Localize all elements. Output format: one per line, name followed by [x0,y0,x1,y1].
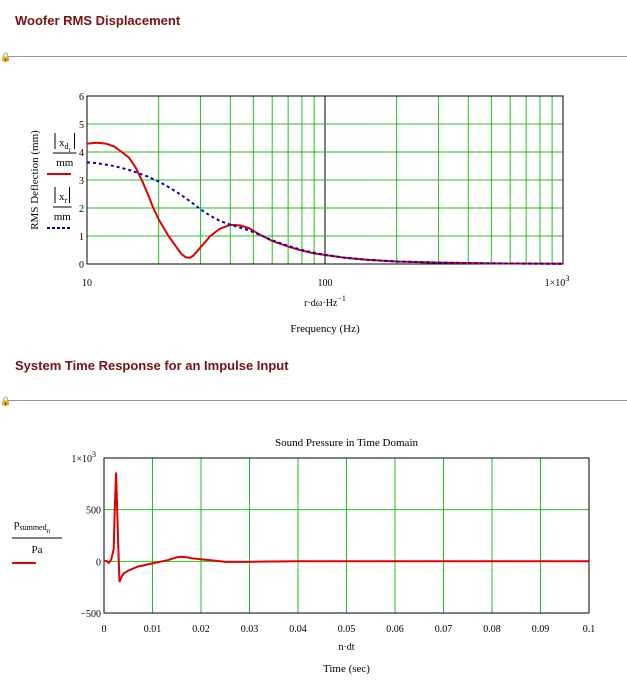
region-divider [8,400,627,401]
chart1-ytick-label: 2 [79,204,84,215]
chart1-legend-1-numerator: xdr [59,137,72,154]
chart1-ytick-label: 5 [79,120,84,131]
chart2-ytick-label: 1×103 [71,450,96,465]
chart1-xtick-label: 10 [82,278,92,289]
chart2-xlabel-expr: n·dt [338,642,354,653]
chart1-series-1-line [86,141,564,265]
chart1-legend-2-numerator: xr [59,191,68,205]
chart2-ytick-label: −500 [80,609,101,620]
chart2-title: Sound Pressure in Time Domain [275,437,419,449]
chart1-legend-1-denominator: mm [56,157,74,169]
chart1-xtick-label: 100 [318,278,333,289]
chart1-xlabel-expr: r·dω·Hz−1 [304,294,346,309]
chart2-ytick-label: 500 [86,506,101,517]
chart1-legend-2-denominator: mm [54,211,72,223]
chart2-xtick-label: 0 [102,624,107,635]
chart1-ylabel: RMS Deflection (mm) [29,130,41,230]
chart2-xtick-label: 0.01 [144,624,162,635]
chart1-ytick-label: 4 [79,148,84,159]
chart1-ytick-label: 6 [79,92,84,103]
chart2-series-1-line [103,472,589,583]
chart2-xtick-label: 0.07 [435,624,453,635]
region-divider [8,56,627,57]
chart1-ytick-label: 3 [79,176,84,187]
chart2-xtick-label: 0.1 [583,624,596,635]
chart2-xtick-label: 0.02 [192,624,210,635]
chart2-xtick-label: 0.05 [338,624,356,635]
chart2-xtick-label: 0.06 [386,624,404,635]
chart2-ytick-label: 0 [96,557,101,568]
section-title-impulse: System Time Response for an Impulse Inpu… [15,358,289,373]
chart2-legend-denominator: Pa [32,544,43,556]
chart2-xlabel: Time (sec) [323,663,370,675]
region-lock-icon[interactable]: 🔒 [0,52,12,62]
chart2-xtick-label: 0.09 [532,624,550,635]
chart2-xtick-label: 0.04 [289,624,307,635]
chart1-xtick-label: 1×103 [545,274,570,289]
chart1-ytick-label: 0 [79,260,84,271]
chart1-xlabel: Frequency (Hz) [290,323,360,335]
chart2-xtick-label: 0.08 [483,624,501,635]
region-lock-icon[interactable]: 🔒 [0,396,12,406]
chart2-frame [103,457,590,614]
chart1-ytick-label: 1 [79,232,84,243]
chart1-frame [86,95,564,265]
section-title-woofer: Woofer RMS Displacement [15,13,181,28]
chart2-legend-numerator: psummedn [14,518,51,535]
chart2-xtick-label: 0.03 [241,624,259,635]
